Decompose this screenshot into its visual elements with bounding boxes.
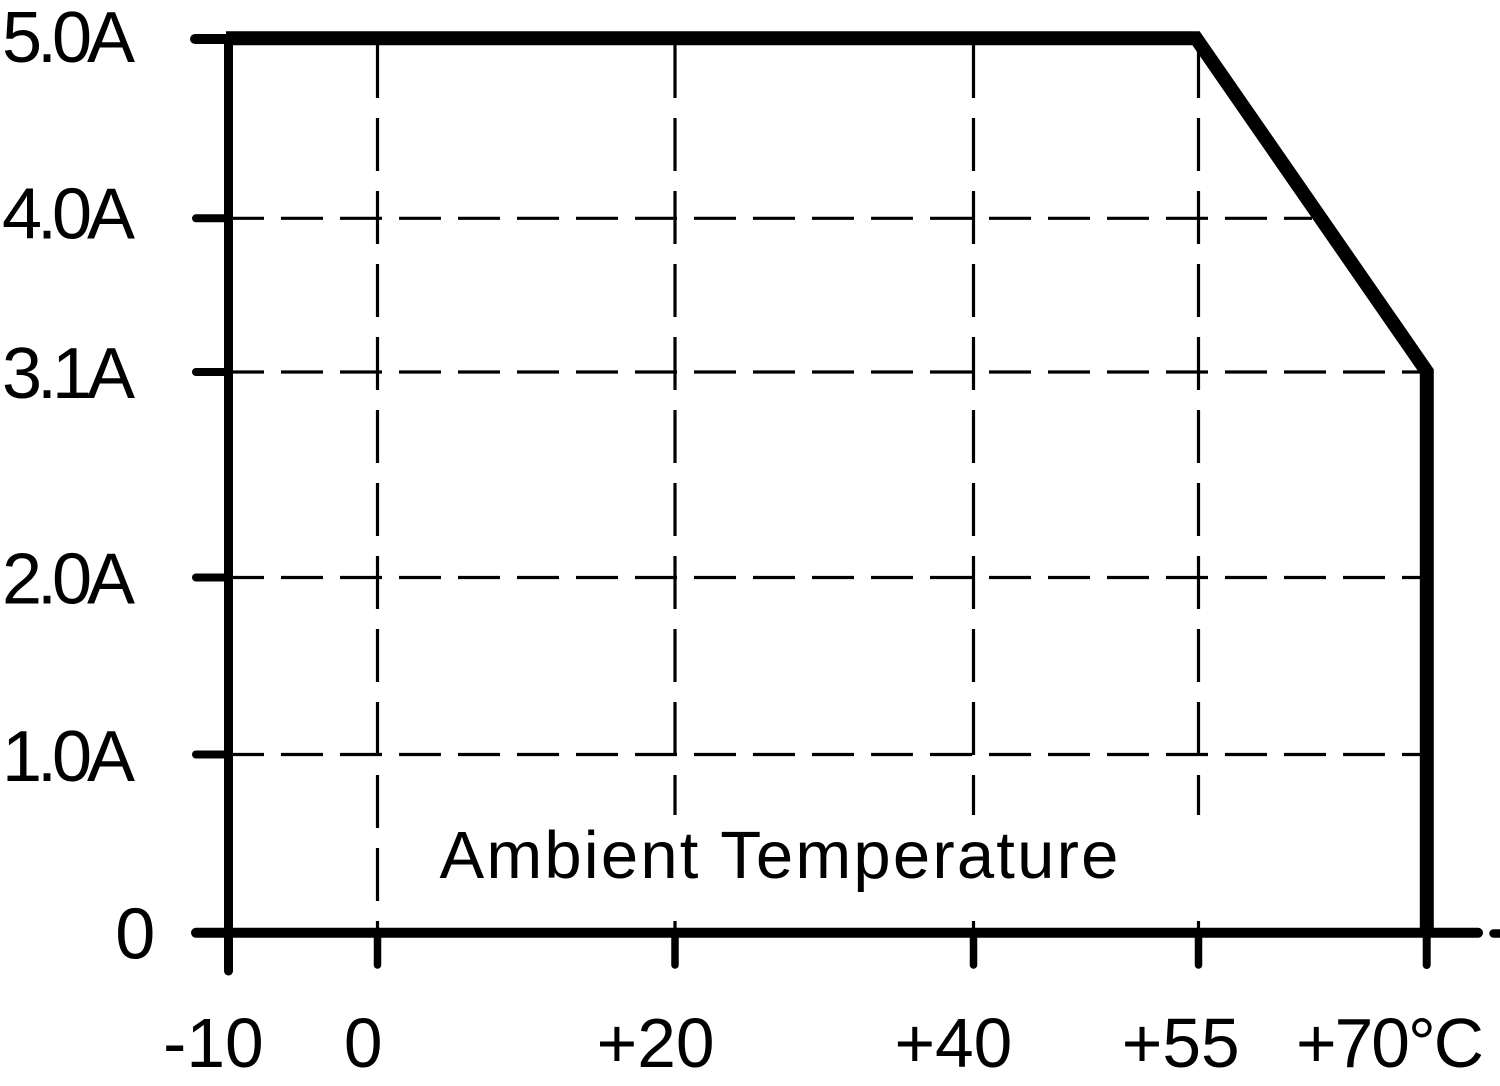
svg-text:4.0A: 4.0A bbox=[2, 175, 135, 255]
svg-text:0: 0 bbox=[115, 894, 153, 974]
svg-text:0: 0 bbox=[344, 1004, 383, 1082]
svg-text:+40: +40 bbox=[894, 1004, 1012, 1082]
svg-text:1.0A: 1.0A bbox=[2, 717, 135, 797]
svg-text:5.0A: 5.0A bbox=[2, 0, 135, 78]
svg-text:+20: +20 bbox=[597, 1004, 715, 1082]
svg-text:+70°C: +70°C bbox=[1296, 1004, 1482, 1082]
svg-text:2.0A: 2.0A bbox=[2, 540, 135, 620]
svg-text:Ambient Temperature: Ambient Temperature bbox=[439, 818, 1120, 893]
svg-text:+55: +55 bbox=[1122, 1004, 1240, 1082]
svg-text:3.1A: 3.1A bbox=[2, 334, 135, 414]
svg-text:-10: -10 bbox=[163, 1004, 263, 1082]
